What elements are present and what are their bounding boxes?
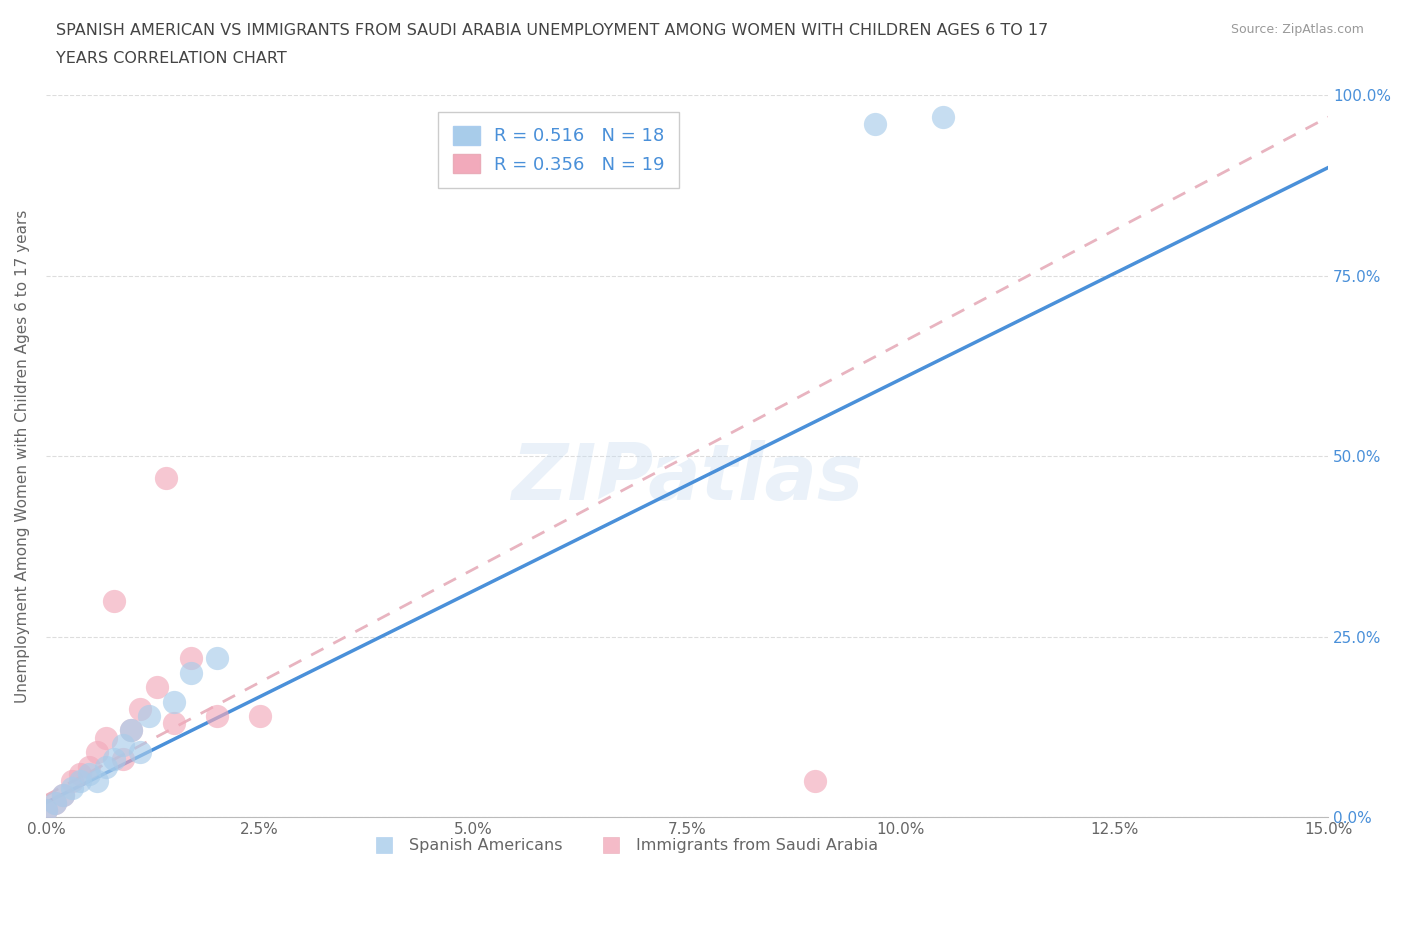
- Text: SPANISH AMERICAN VS IMMIGRANTS FROM SAUDI ARABIA UNEMPLOYMENT AMONG WOMEN WITH C: SPANISH AMERICAN VS IMMIGRANTS FROM SAUD…: [56, 23, 1049, 38]
- Point: [120, 723, 142, 737]
- Point: [163, 716, 186, 731]
- Point: [804, 774, 827, 789]
- Point: [60, 774, 83, 789]
- Point: [77, 759, 100, 774]
- Legend: Spanish Americans, Immigrants from Saudi Arabia: Spanish Americans, Immigrants from Saudi…: [361, 831, 884, 859]
- Point: [77, 766, 100, 781]
- Point: [69, 766, 91, 781]
- Point: [69, 774, 91, 789]
- Point: [155, 471, 177, 485]
- Point: [129, 745, 152, 760]
- Point: [94, 759, 117, 774]
- Point: [35, 803, 58, 817]
- Point: [205, 651, 228, 666]
- Point: [138, 709, 160, 724]
- Point: [111, 737, 134, 752]
- Point: [180, 651, 202, 666]
- Point: [52, 788, 75, 803]
- Point: [932, 110, 955, 125]
- Point: [94, 730, 117, 745]
- Point: [205, 709, 228, 724]
- Point: [249, 709, 271, 724]
- Point: [146, 680, 169, 695]
- Point: [163, 694, 186, 709]
- Point: [52, 788, 75, 803]
- Text: Source: ZipAtlas.com: Source: ZipAtlas.com: [1230, 23, 1364, 36]
- Text: YEARS CORRELATION CHART: YEARS CORRELATION CHART: [56, 51, 287, 66]
- Point: [863, 117, 886, 132]
- Point: [103, 593, 125, 608]
- Point: [103, 751, 125, 766]
- Point: [129, 701, 152, 716]
- Point: [86, 745, 108, 760]
- Point: [44, 795, 66, 810]
- Y-axis label: Unemployment Among Women with Children Ages 6 to 17 years: Unemployment Among Women with Children A…: [15, 209, 30, 703]
- Text: ZIPatlas: ZIPatlas: [510, 440, 863, 516]
- Point: [44, 795, 66, 810]
- Point: [111, 751, 134, 766]
- Point: [86, 774, 108, 789]
- Point: [180, 665, 202, 680]
- Point: [60, 781, 83, 796]
- Point: [120, 723, 142, 737]
- Point: [35, 803, 58, 817]
